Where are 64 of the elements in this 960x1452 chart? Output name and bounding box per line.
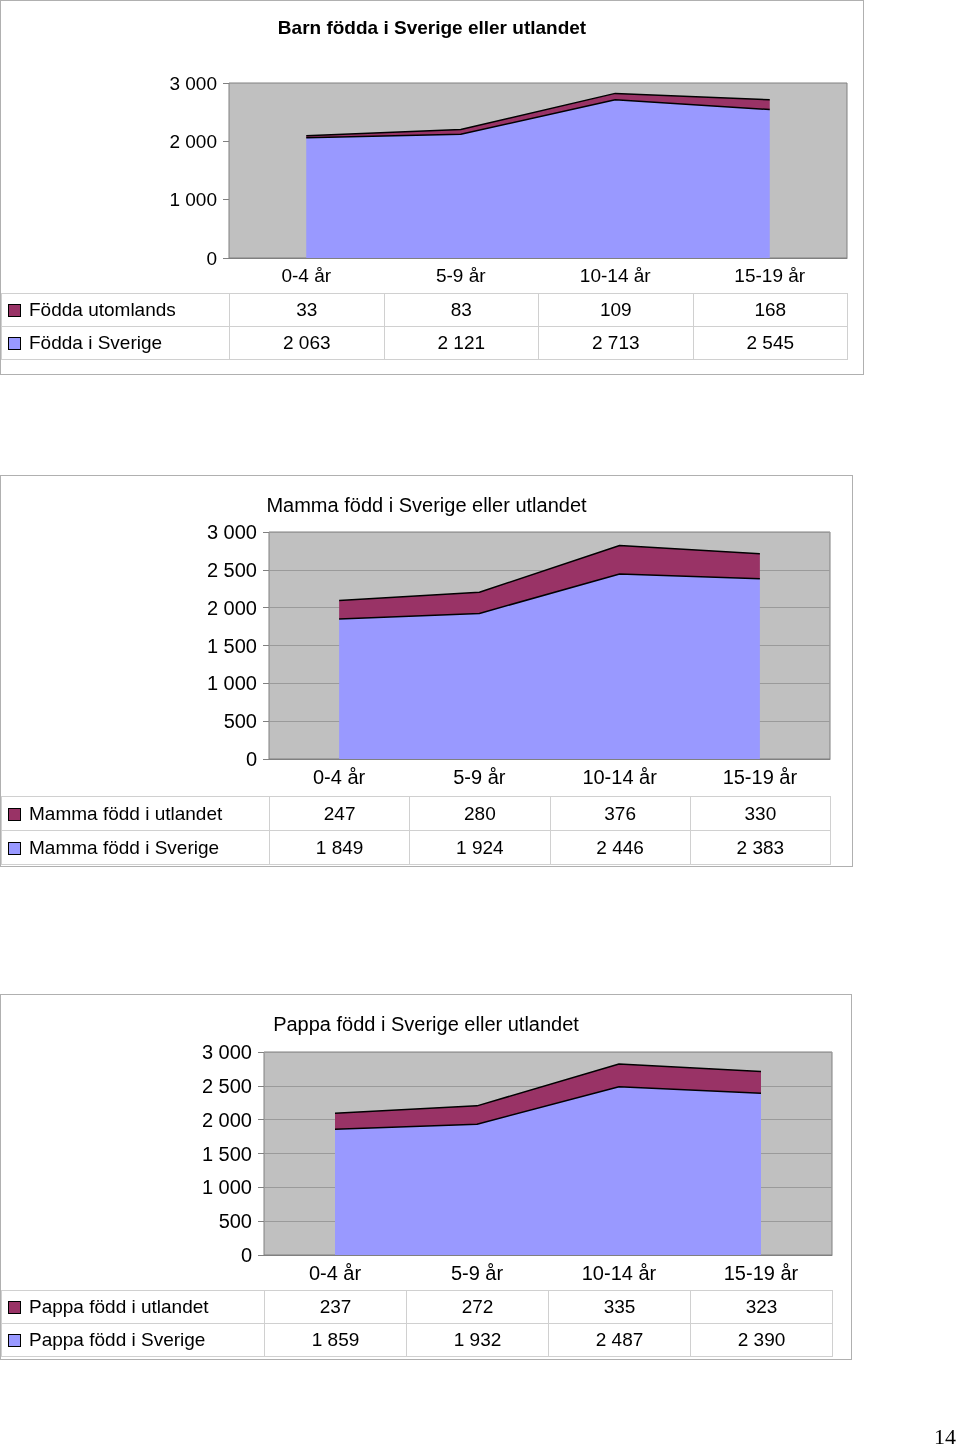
- data-label: 1 859: [264, 1323, 407, 1357]
- legend-label: Pappa född i utlandet: [1, 1290, 265, 1324]
- x-tick-label: 5-9 år: [453, 766, 506, 788]
- x-tick-label: 10-14 år: [582, 766, 658, 788]
- data-label: 330: [690, 796, 831, 831]
- data-label: 272: [406, 1290, 549, 1324]
- y-tick-label: 0: [245, 748, 257, 770]
- data-label: 1 849: [269, 830, 410, 865]
- data-label: 247: [269, 796, 410, 831]
- data-label: 1 924: [409, 830, 550, 865]
- data-label: 335: [548, 1290, 691, 1324]
- data-label: 83: [384, 293, 539, 327]
- y-tick-label: 1 500: [206, 634, 257, 657]
- legend-label: Mamma född i Sverige: [1, 830, 270, 865]
- x-tick-label: 15-19 år: [723, 1262, 799, 1284]
- y-tick-label: 2 000: [201, 1108, 252, 1131]
- x-tick-label: 15-19 år: [734, 265, 806, 286]
- y-tick-label: 0: [206, 247, 217, 269]
- y-tick-label: 3 000: [206, 521, 257, 543]
- data-label: 1 932: [406, 1323, 549, 1357]
- data-label: 376: [550, 796, 691, 831]
- x-tick-label: 15-19 år: [722, 766, 798, 788]
- legend-label: Pappa född i Sverige: [1, 1323, 265, 1357]
- x-tick-label: 10-14 år: [581, 1262, 657, 1284]
- legend-label: Födda i Sverige: [1, 326, 230, 360]
- y-tick-label: 2 000: [206, 596, 257, 619]
- y-tick-label: 2 000: [169, 130, 217, 152]
- data-label: 2 390: [690, 1323, 833, 1357]
- legend-label: Födda utomlands: [1, 293, 230, 327]
- data-label: 2 446: [550, 830, 691, 865]
- x-tick-label: 0-4 år: [313, 766, 366, 788]
- text: 14: [934, 1424, 956, 1450]
- y-tick-label: 2 500: [201, 1074, 252, 1097]
- y-tick-label: 500: [218, 1210, 252, 1233]
- y-tick-label: 2 500: [206, 558, 257, 581]
- chart-title: Barn födda i Sverige eller utlandet: [277, 17, 587, 38]
- data-label: 2 487: [548, 1323, 691, 1357]
- data-label: 2 383: [690, 830, 831, 865]
- x-tick-label: 5-9 år: [450, 1262, 504, 1284]
- x-tick-label: 0-4 år: [281, 265, 332, 286]
- data-label: 168: [693, 293, 848, 327]
- y-tick-label: 1 000: [206, 672, 257, 695]
- x-tick-label: 0-4 år: [308, 1262, 362, 1284]
- chart-title: Mamma född i Sverige eller utlandet: [266, 494, 588, 516]
- y-tick-label: 1 000: [169, 189, 217, 211]
- data-label: 237: [264, 1290, 407, 1324]
- data-label: 2 121: [384, 326, 539, 360]
- data-label: 2 063: [229, 326, 384, 360]
- data-label: 2 545: [693, 326, 848, 360]
- data-label: 33: [229, 293, 384, 327]
- y-tick-label: 500: [223, 710, 257, 733]
- y-tick-label: 0: [240, 1244, 252, 1266]
- y-tick-label: 3 000: [169, 72, 217, 94]
- data-label: 280: [409, 796, 550, 831]
- legend-label: Mamma född i utlandet: [1, 796, 270, 831]
- x-tick-label: 10-14 år: [579, 265, 652, 286]
- y-tick-label: 1 000: [201, 1176, 252, 1199]
- y-tick-label: 3 000: [201, 1041, 252, 1063]
- data-label: 109: [538, 293, 693, 327]
- x-tick-label: 5-9 år: [435, 265, 487, 286]
- y-tick-label: 1 500: [201, 1142, 252, 1165]
- chart-title: Pappa född i Sverige eller utlandet: [273, 1013, 580, 1035]
- data-label: 323: [690, 1290, 833, 1324]
- data-label: 2 713: [538, 326, 693, 360]
